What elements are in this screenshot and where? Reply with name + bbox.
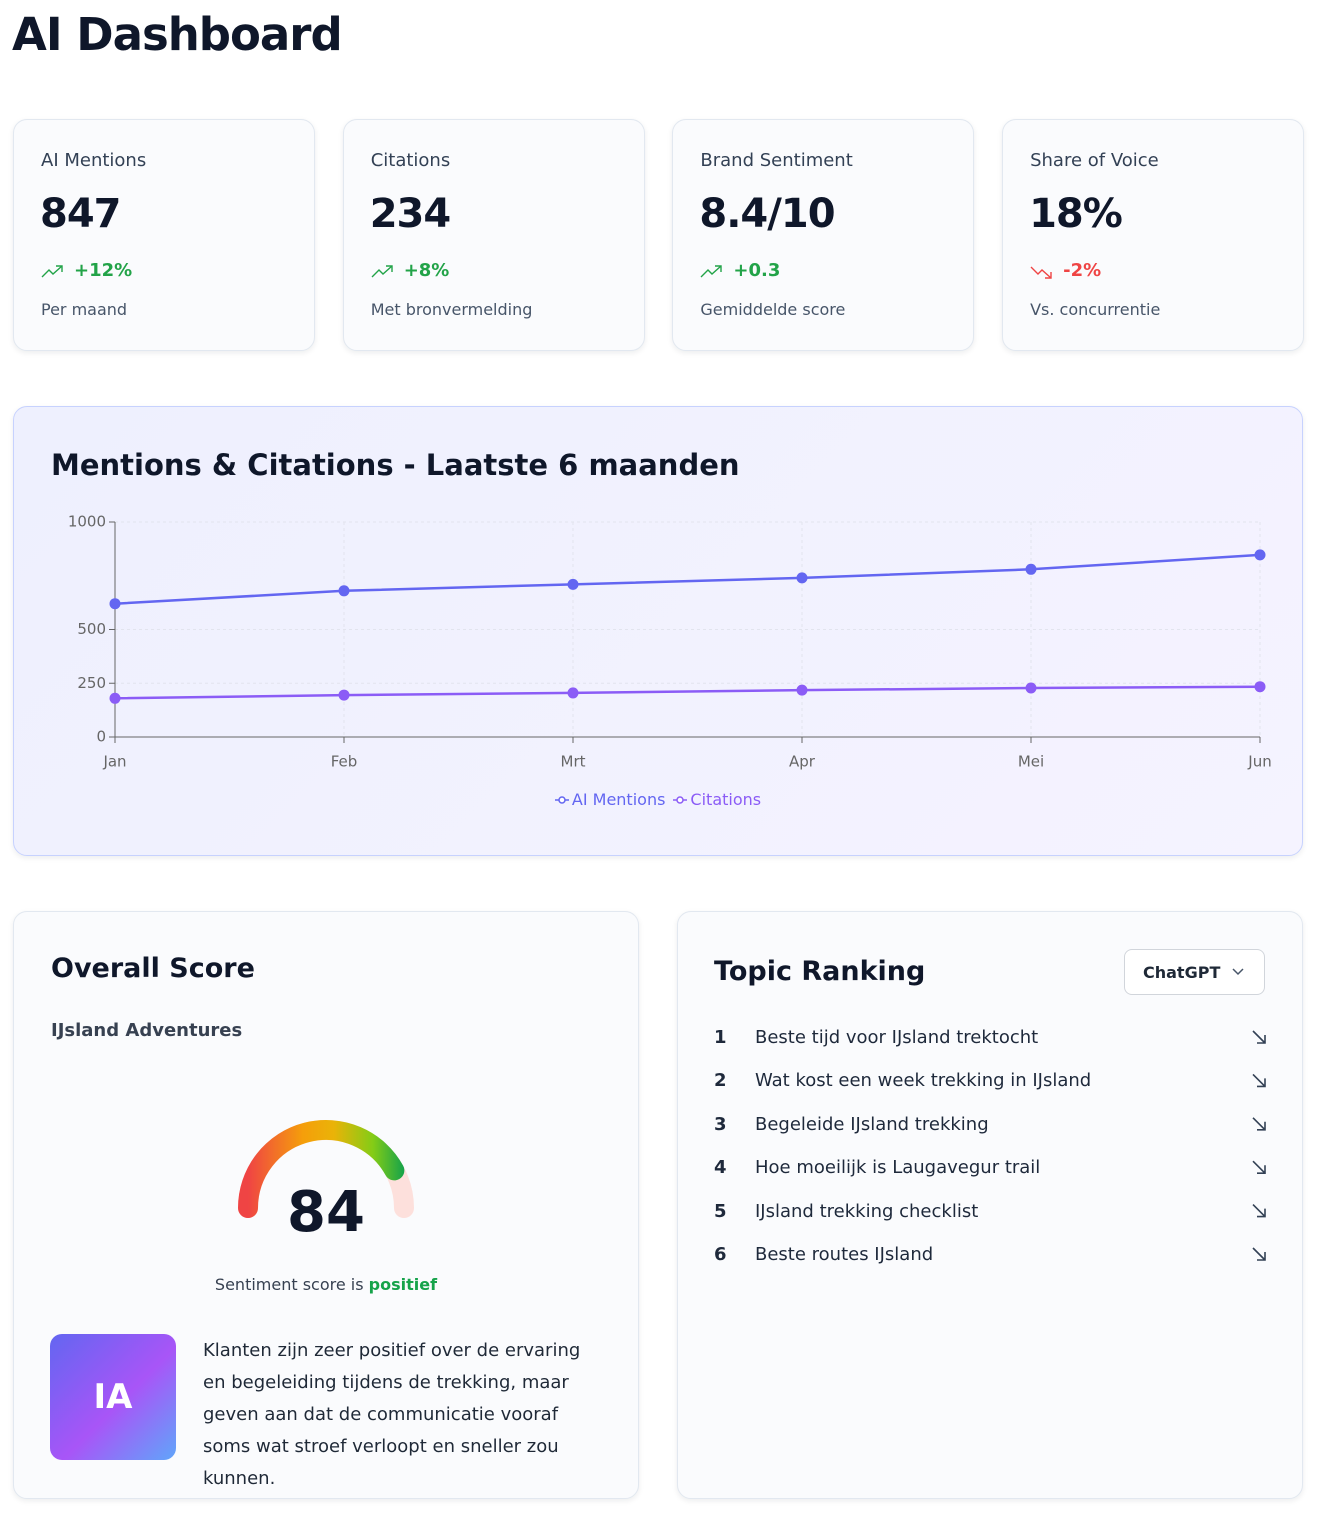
kpi-change: +12% [74, 260, 133, 281]
sentiment-line: Sentiment score is positief [13, 1275, 639, 1294]
dropdown-label: ChatGPT [1143, 962, 1221, 982]
row-rank: 6 [714, 1244, 727, 1265]
kpi-value: 8.4/10 [699, 191, 835, 237]
trend-down-icon [1030, 266, 1052, 279]
kpi-card [13, 119, 315, 351]
chart-title: Mentions & Citations - Laatste 6 maanden [51, 448, 740, 482]
kpi-note: Vs. concurrentie [1030, 300, 1161, 319]
kpi-value: 234 [369, 191, 451, 237]
page-title: AI Dashboard [12, 8, 343, 61]
kpi-change: +0.3 [733, 260, 781, 281]
trend-up-icon [41, 265, 63, 278]
kpi-value: 847 [40, 191, 121, 237]
ranking-card [677, 911, 1303, 1499]
kpi-label: Share of Voice [1030, 150, 1159, 171]
legend-label: Citations [690, 790, 762, 809]
legend-label: AI Mentions [571, 790, 666, 809]
kpi-label: AI Mentions [41, 150, 147, 171]
row-topic: Beste tijd voor IJsland trektocht [755, 1027, 1039, 1048]
sentiment-value: positief [368, 1275, 438, 1294]
kpi-value: 18% [1029, 191, 1123, 237]
kpi-change: +8% [403, 260, 450, 281]
kpi-label: Citations [370, 150, 451, 171]
row-topic: Beste routes IJsland [755, 1244, 934, 1265]
kpi-note: Per maand [41, 300, 128, 319]
avatar: IA [50, 1334, 176, 1460]
kpi-card [342, 119, 645, 351]
row-topic: Hoe moeilijk is Laugavegur trail [755, 1157, 1041, 1179]
legend-icon [673, 796, 688, 804]
kpi-note: Gemiddelde score [700, 300, 846, 319]
row-topic: IJsland trekking checklist [755, 1200, 979, 1222]
kpi-change: -2% [1063, 260, 1102, 281]
row-topic: Wat kost een week trekking in IJsland [755, 1070, 1092, 1092]
legend-item[interactable]: AI Mentions [554, 790, 666, 809]
ranking-title: Topic Ranking [714, 956, 926, 987]
score-subtitle: IJsland Adventures [51, 1020, 243, 1041]
sentiment-prefix: Sentiment score is [214, 1275, 364, 1294]
trend-up-icon [700, 265, 723, 278]
chevron-icon [1232, 968, 1244, 976]
row-rank: 4 [714, 1157, 727, 1179]
kpi-card [1002, 119, 1305, 351]
score-title: Overall Score [51, 953, 255, 984]
chart-card [13, 406, 1303, 856]
row-rank: 2 [714, 1070, 727, 1092]
kpi-note: Met bronvermelding [370, 300, 533, 319]
legend-item[interactable]: Citations [673, 790, 761, 809]
score-description: Klanten zijn zeer positief over de ervar… [203, 1340, 581, 1489]
row-topic: Begeleide IJsland trekking [755, 1113, 989, 1135]
legend: AI Mentions Citations [13, 790, 1303, 809]
row-rank: 5 [714, 1200, 727, 1222]
trend-up-icon [371, 265, 393, 278]
legend-icon [554, 796, 569, 804]
row-rank: 3 [714, 1113, 727, 1135]
model-dropdown[interactable]: ChatGPT [1124, 949, 1265, 995]
row-rank: 1 [714, 1027, 727, 1048]
kpi-card [672, 119, 975, 351]
kpi-label: Brand Sentiment [700, 150, 853, 171]
